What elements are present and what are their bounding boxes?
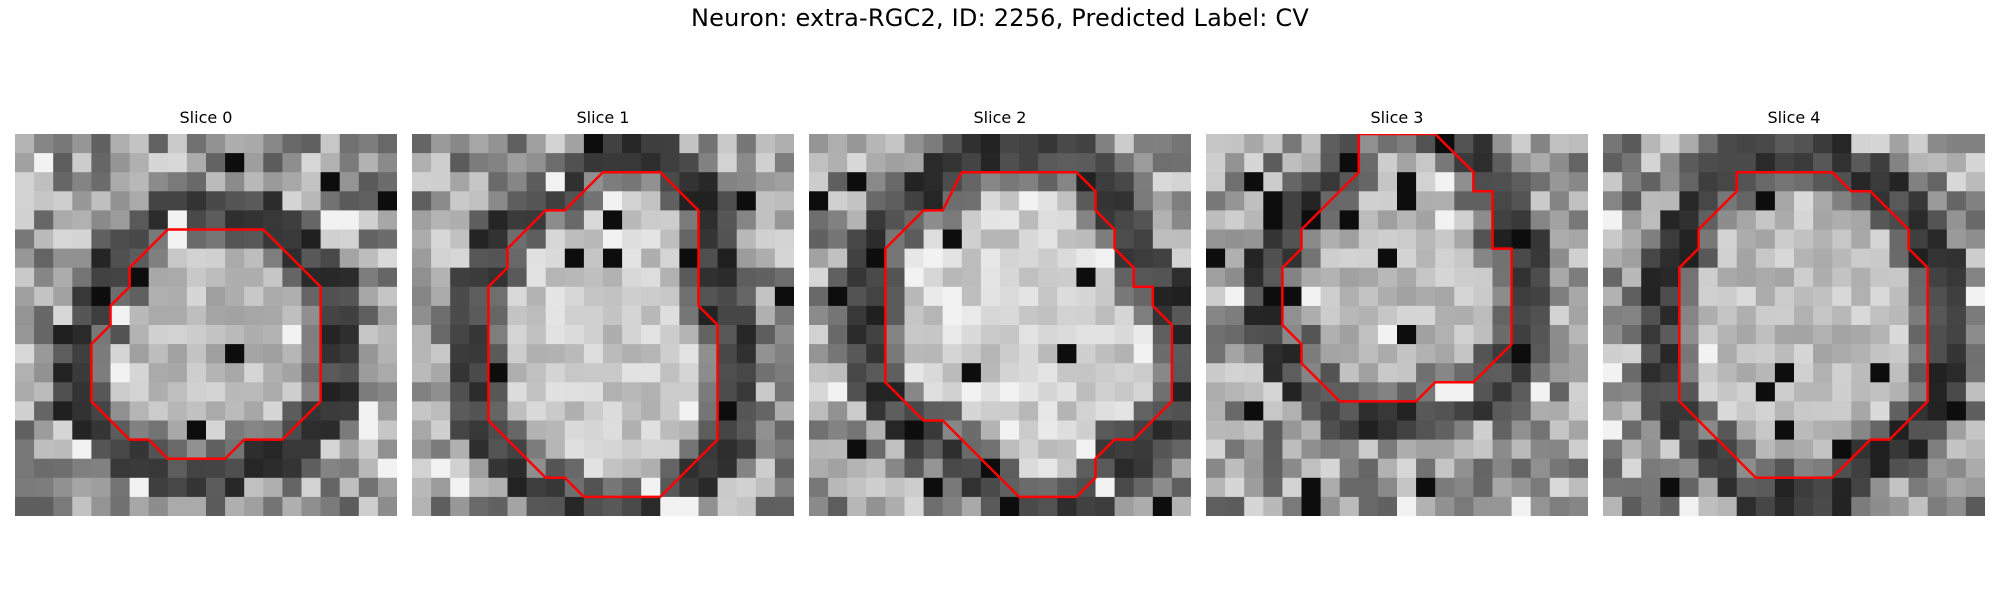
slice-image bbox=[1206, 134, 1588, 516]
slice-title: Slice 0 bbox=[179, 108, 233, 127]
cell-contour bbox=[884, 170, 1174, 499]
cell-contour bbox=[487, 170, 719, 499]
pixel-grid bbox=[809, 134, 1191, 516]
slice-image bbox=[412, 134, 794, 516]
slice-title: Slice 4 bbox=[1767, 108, 1821, 127]
cell-contour bbox=[1281, 134, 1513, 403]
slice-title: Slice 1 bbox=[576, 108, 630, 127]
slice-image bbox=[15, 134, 397, 516]
pixel-grid bbox=[1603, 134, 1985, 516]
slice-title: Slice 2 bbox=[973, 108, 1027, 127]
slice-image bbox=[809, 134, 1191, 516]
pixel-grid bbox=[412, 134, 794, 516]
pixel-grid bbox=[15, 134, 397, 516]
cell-contour bbox=[1678, 170, 1929, 480]
figure-title: Neuron: extra-RGC2, ID: 2256, Predicted … bbox=[691, 4, 1309, 32]
pixel-grid bbox=[1206, 134, 1588, 516]
slice-image bbox=[1603, 134, 1985, 516]
slice-title: Slice 3 bbox=[1370, 108, 1424, 127]
cell-contour bbox=[90, 228, 322, 460]
